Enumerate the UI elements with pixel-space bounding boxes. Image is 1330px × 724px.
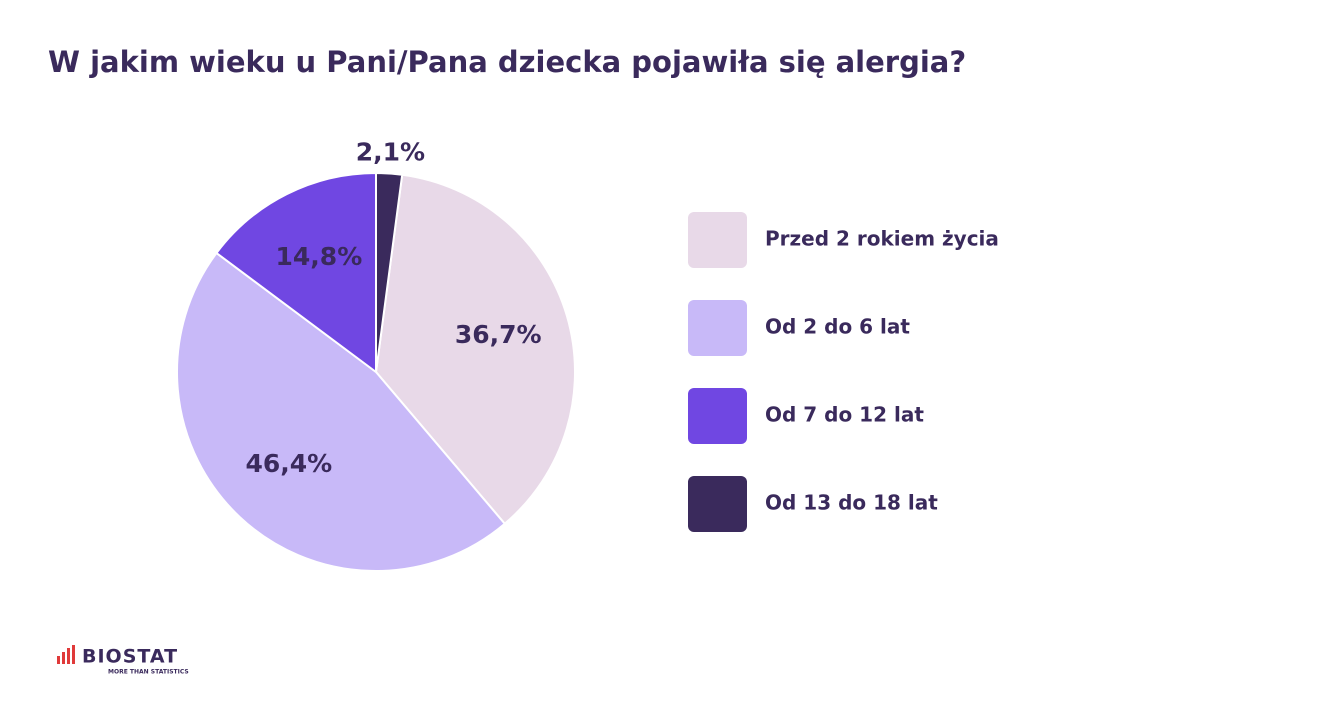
legend-label: Przed 2 rokiem życia (765, 227, 999, 251)
legend-swatch (688, 300, 747, 356)
data-label: 2,1% (356, 138, 425, 167)
pie-slice (176, 251, 507, 572)
legend-swatch (688, 388, 747, 444)
pie-slice (215, 171, 377, 374)
logo-icon (72, 645, 75, 664)
data-label: 46,4% (245, 449, 332, 478)
logo-tagline: MORE THAN STATISTICS (108, 669, 189, 676)
legend-label: Od 2 do 6 lat (765, 315, 910, 339)
data-label: 14,8% (276, 242, 363, 271)
logo-name: BIOSTAT (82, 646, 178, 668)
chart-title: W jakim wieku u Pani/Pana dziecka pojawi… (48, 45, 966, 79)
legend-swatch (688, 476, 747, 532)
legend-swatch (688, 212, 747, 268)
pie-slice (374, 173, 576, 526)
logo: BIOSTAT MORE THAN STATISTICS (57, 645, 189, 676)
legend-label: Od 13 do 18 lat (765, 491, 938, 515)
logo-icon (57, 656, 60, 664)
data-label: 36,7% (455, 320, 542, 349)
legend-label: Od 7 do 12 lat (765, 403, 924, 427)
logo-icon (67, 648, 70, 664)
logo-icon (62, 652, 65, 664)
pie-slice (375, 171, 404, 373)
